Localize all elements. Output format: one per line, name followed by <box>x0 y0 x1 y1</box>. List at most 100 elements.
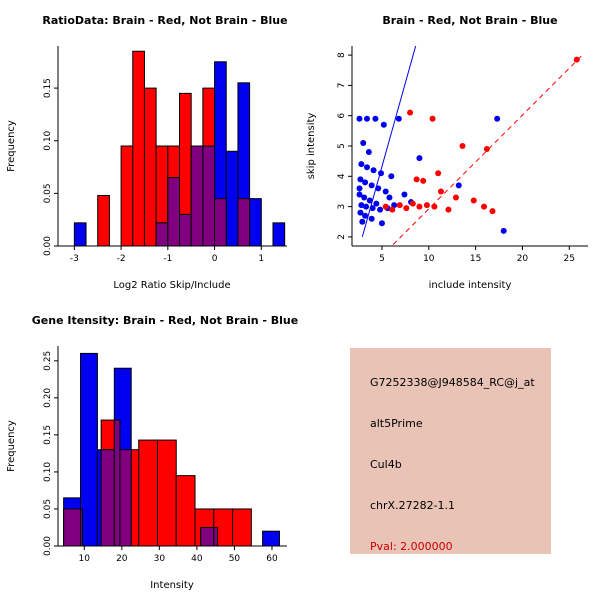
scatter-point <box>445 206 452 213</box>
y-tick-label: 5 <box>337 143 347 149</box>
gene-name: Cul4b <box>370 458 402 471</box>
hist-bar <box>138 439 158 547</box>
hist-overlap <box>213 526 219 547</box>
scatter-point <box>378 220 385 227</box>
hist-overlap <box>200 526 215 547</box>
hist-bar <box>225 150 239 247</box>
hist-bar <box>232 508 252 547</box>
scatter-point <box>431 203 438 210</box>
ratio-histogram-svg: RatioData: Brain - Red, Not Brain - Blue… <box>6 14 288 291</box>
hist-overlap <box>80 508 83 547</box>
scatter-point <box>363 203 370 210</box>
scatter-point <box>420 177 427 184</box>
scatter-point <box>369 205 376 212</box>
x-tick-label: 10 <box>423 254 435 264</box>
scatter-point <box>386 194 393 201</box>
fit-line <box>361 45 417 238</box>
y-tick-label: 0.00 <box>43 536 53 556</box>
scatter-point <box>391 202 398 209</box>
scatter-point <box>483 146 490 153</box>
intensity-scatter-svg: Brain - Red, Not Brain - Blue include in… <box>306 14 588 291</box>
scatter-point <box>365 149 372 156</box>
ratio-histogram-title: RatioData: Brain - Red, Not Brain - Blue <box>42 14 287 27</box>
gene-histogram-plot-area: 10 20 30 40 50 60 0.00 0.05 0.10 0.15 0.20 0.25 <box>43 346 287 564</box>
scatter-point <box>377 206 384 213</box>
hist-bar <box>156 439 177 547</box>
scatter-point <box>363 115 370 122</box>
scatter-point <box>380 121 387 128</box>
ratio-x-axis-label: Log2 Ratio Skip/Include <box>113 280 230 291</box>
scatter-point <box>459 143 466 149</box>
hist-overlap <box>190 145 204 247</box>
y-tick-label: 0.20 <box>43 388 53 408</box>
hist-overlap <box>214 198 227 247</box>
hist-overlap <box>202 145 216 247</box>
hist-overlap <box>237 198 251 247</box>
scatter-point <box>366 197 373 204</box>
x-tick-label: -1 <box>163 254 172 264</box>
hist-overlap <box>179 213 192 247</box>
panel-gene-intensity-histogram: Gene Itensity: Brain - Red, Not Brain - … <box>0 300 300 600</box>
hist-overlap <box>119 449 132 547</box>
panel-ratio-histogram: RatioData: Brain - Red, Not Brain - Blue… <box>0 0 300 300</box>
x-tick-label: 5 <box>379 254 385 264</box>
scatter-plot-area: 5 10 15 20 25 2 3 4 5 6 7 8 <box>337 45 588 264</box>
ratio-y-axis-label: Frequency <box>6 120 17 172</box>
pval: Pval: 2.000000 <box>370 540 453 553</box>
scatter-point <box>429 115 436 122</box>
hist-overlap <box>155 222 169 247</box>
hist-bar <box>132 50 145 247</box>
scatter-point <box>356 185 363 192</box>
x-tick-label: 30 <box>154 554 166 564</box>
y-tick-label: 0.25 <box>43 351 53 371</box>
y-tick-label: 0.15 <box>43 78 53 98</box>
splice-type: alt5Prime <box>370 417 423 430</box>
hist-bar <box>272 222 286 247</box>
x-tick-label: 10 <box>79 554 91 564</box>
scatter-point <box>357 209 364 216</box>
y-tick-label: 8 <box>337 52 347 58</box>
panel-intensity-scatter: Brain - Red, Not Brain - Blue include in… <box>300 0 600 300</box>
scatter-point <box>401 191 408 198</box>
scatter-title: Brain - Red, Not Brain - Blue <box>382 14 557 27</box>
scatter-point <box>360 139 367 146</box>
hist-bar <box>249 198 262 247</box>
hist-bar <box>143 87 157 247</box>
scatter-point <box>363 164 370 171</box>
scatter-point <box>361 194 368 201</box>
scatter-point <box>395 115 402 122</box>
hist-bar <box>175 475 196 547</box>
scatter-point <box>489 208 496 215</box>
scatter-point <box>409 200 416 207</box>
gene-y-axis-label: Frequency <box>6 420 17 472</box>
scatter-point <box>494 115 501 122</box>
hist-bar <box>262 530 280 547</box>
y-tick-label: 2 <box>337 234 347 240</box>
scatter-point <box>375 185 382 192</box>
ratio-histogram-plot-area: -3 -2 -1 0 1 0.00 0.05 0.10 0.15 <box>43 46 287 264</box>
hist-bar <box>73 222 87 247</box>
y-tick-label: 0.10 <box>43 462 53 482</box>
scatter-point <box>416 155 423 162</box>
x-tick-label: 1 <box>258 254 264 264</box>
x-tick-label: 15 <box>470 254 481 264</box>
scatter-point <box>382 188 389 195</box>
hist-bar <box>97 194 110 247</box>
x-tick-label: 50 <box>229 554 241 564</box>
x-tick-label: 20 <box>116 554 128 564</box>
x-tick-label: 20 <box>517 254 529 264</box>
x-tick-label: 40 <box>191 554 203 564</box>
scatter-point <box>372 115 379 122</box>
scatter-point <box>357 176 364 183</box>
scatter-point <box>373 200 380 207</box>
y-tick-label: 0.05 <box>43 499 53 519</box>
scatter-point <box>359 218 366 225</box>
gene-histogram-title: Gene Itensity: Brain - Red, Not Brain - … <box>32 314 298 327</box>
hist-bar <box>80 352 98 547</box>
y-tick-label: 0.05 <box>43 183 53 203</box>
scatter-point <box>407 109 414 116</box>
hist-overlap <box>100 449 115 547</box>
scatter-point <box>378 170 385 177</box>
y-tick-label: 0.10 <box>43 130 53 150</box>
